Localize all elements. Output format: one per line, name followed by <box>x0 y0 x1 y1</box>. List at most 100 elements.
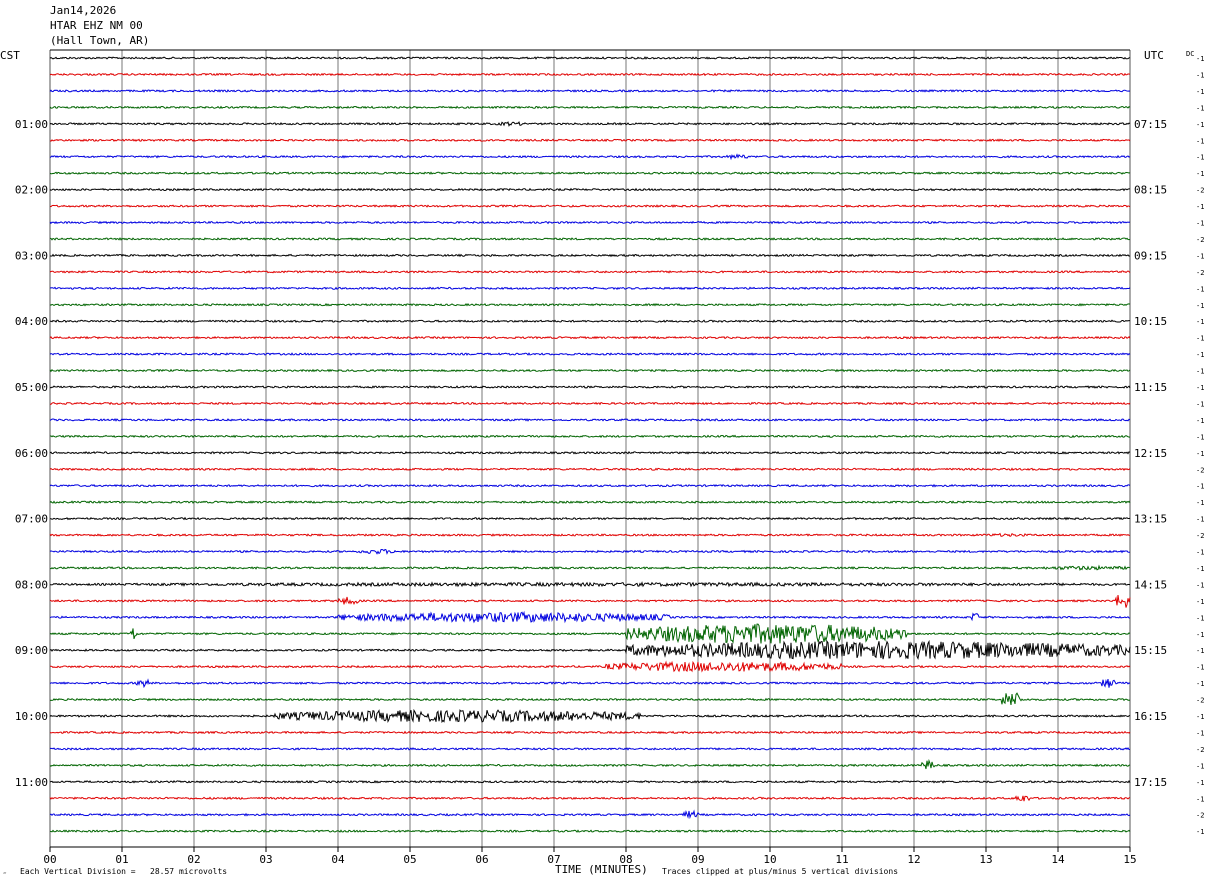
dc-offset-label: -1 <box>1196 795 1204 803</box>
trace-line <box>49 385 1131 389</box>
hour-label-left: 10:00 <box>15 710 48 723</box>
trace-line <box>49 270 1131 274</box>
dc-offset-label: -1 <box>1196 252 1204 260</box>
trace-lines <box>49 56 1131 833</box>
dc-offset-label: -1 <box>1196 302 1204 310</box>
dc-offset-label: -1 <box>1196 762 1204 770</box>
trace-line <box>49 581 1131 588</box>
dc-offset-label: -1 <box>1196 104 1204 112</box>
trace-line <box>49 483 1131 488</box>
dc-offset-label: -1 <box>1196 483 1204 491</box>
trace-line <box>49 678 1131 689</box>
trace-line <box>49 368 1131 373</box>
dc-offset-label: -1 <box>1196 71 1204 79</box>
dc-offset-label: -2 <box>1196 532 1204 540</box>
x-tick-label: 00 <box>43 853 56 866</box>
dc-label: DC <box>1186 50 1195 58</box>
trace-line <box>49 220 1131 225</box>
trace-line <box>49 319 1131 323</box>
dc-offset-label: -1 <box>1196 88 1204 96</box>
dc-offset-label: -1 <box>1196 647 1204 655</box>
x-tick-label: 15 <box>1123 853 1136 866</box>
trace-line <box>49 660 1131 673</box>
dc-offset-label: -1 <box>1196 779 1204 787</box>
dc-offset-label: -1 <box>1196 713 1204 721</box>
header-location: (Hall Town, AR) <box>50 34 150 47</box>
dc-offset-label: -1 <box>1196 450 1204 458</box>
header-date: Jan14,2026 <box>50 4 117 17</box>
dc-offset-labels: -1 -1 -1 -1 -1 -1 -1 -1 -2 -1 -1 -2 -1 -2 -1 -1 -1 -1 -1 -1… <box>1196 55 1204 836</box>
trace-line <box>49 500 1131 504</box>
hour-label-left: 07:00 <box>15 513 48 526</box>
x-tick-label: 08 <box>619 853 632 866</box>
trace-line <box>49 730 1131 735</box>
trace-line <box>49 352 1131 356</box>
trace-line <box>50 516 1131 521</box>
dc-offset-label: -1 <box>1196 631 1204 639</box>
dc-offset-label: -1 <box>1196 170 1204 178</box>
dc-offset-label: -1 <box>1196 581 1204 589</box>
hour-label-left: 03:00 <box>15 249 48 262</box>
dc-offset-label: -1 <box>1196 516 1204 524</box>
x-tick-label: 12 <box>907 853 920 866</box>
trace-line <box>49 564 1131 572</box>
scale-note: Each Vertical Division = 28.57 microvolt… <box>20 867 228 876</box>
trace-line <box>49 639 1131 661</box>
trace-line <box>49 779 1131 784</box>
dc-offset-label: -1 <box>1196 55 1204 63</box>
dc-offset-label: -1 <box>1196 417 1204 425</box>
x-tick-label: 02 <box>187 853 200 866</box>
trace-line <box>49 758 1131 770</box>
dc-offset-label: -1 <box>1196 614 1204 622</box>
trace-line <box>49 286 1131 291</box>
dc-offset-label: -1 <box>1196 499 1204 507</box>
trace-line <box>49 692 1131 705</box>
dc-offset-label: -2 <box>1196 269 1204 277</box>
dc-offset-label: -1 <box>1196 680 1204 688</box>
dc-offset-label: -1 <box>1196 285 1204 293</box>
trace-line <box>49 237 1131 241</box>
dc-offset-label: -1 <box>1196 400 1204 408</box>
dc-offset-label: -1 <box>1196 121 1204 129</box>
dc-offset-label: -1 <box>1196 351 1204 359</box>
hour-label-left: 11:00 <box>15 776 48 789</box>
hour-label-right: 10:15 <box>1134 315 1167 328</box>
dc-offset-label: -1 <box>1196 828 1204 836</box>
trace-line <box>49 450 1131 455</box>
dc-offset-label: -1 <box>1196 384 1204 392</box>
right-timezone-label: UTC <box>1144 49 1164 62</box>
trace-line <box>49 89 1131 93</box>
trace-line <box>49 72 1131 77</box>
x-tick-label: 01 <box>115 853 128 866</box>
trace-line <box>49 829 1131 833</box>
trace-line <box>49 795 1131 802</box>
dc-offset-label: -1 <box>1196 137 1204 145</box>
x-tick-label: 06 <box>475 853 488 866</box>
left-timezone-label: CST <box>0 49 20 62</box>
x-tick-label: 14 <box>1051 853 1065 866</box>
hour-label-right: 14:15 <box>1134 578 1167 591</box>
dc-offset-label: -2 <box>1196 812 1204 820</box>
dc-offset-label: -2 <box>1196 187 1204 195</box>
dc-offset-label: -1 <box>1196 368 1204 376</box>
x-axis: 00 01 02 03 04 05 06 07 08 09 10 11 12 13 14 15 <box>43 846 1137 866</box>
dc-offset-label: -1 <box>1196 154 1204 162</box>
trace-line <box>49 105 1131 110</box>
dc-offset-label: -1 <box>1196 729 1204 737</box>
trace-line <box>49 610 1131 624</box>
trace-line <box>49 153 1131 161</box>
hour-label-left: 08:00 <box>15 578 48 591</box>
hour-label-left: 02:00 <box>15 184 48 197</box>
trace-line <box>49 418 1131 422</box>
hour-label-left: 09:00 <box>15 644 48 657</box>
trace-line <box>49 56 1131 60</box>
x-tick-label: 03 <box>259 853 272 866</box>
x-tick-label: 07 <box>547 853 560 866</box>
hour-label-right: 15:15 <box>1134 644 1167 657</box>
x-tick-label: 04 <box>331 853 345 866</box>
trace-line <box>49 623 1131 644</box>
trace-line <box>49 204 1131 208</box>
dc-offset-label: -2 <box>1196 466 1204 474</box>
trace-line <box>49 708 1131 724</box>
trace-line <box>49 434 1131 439</box>
